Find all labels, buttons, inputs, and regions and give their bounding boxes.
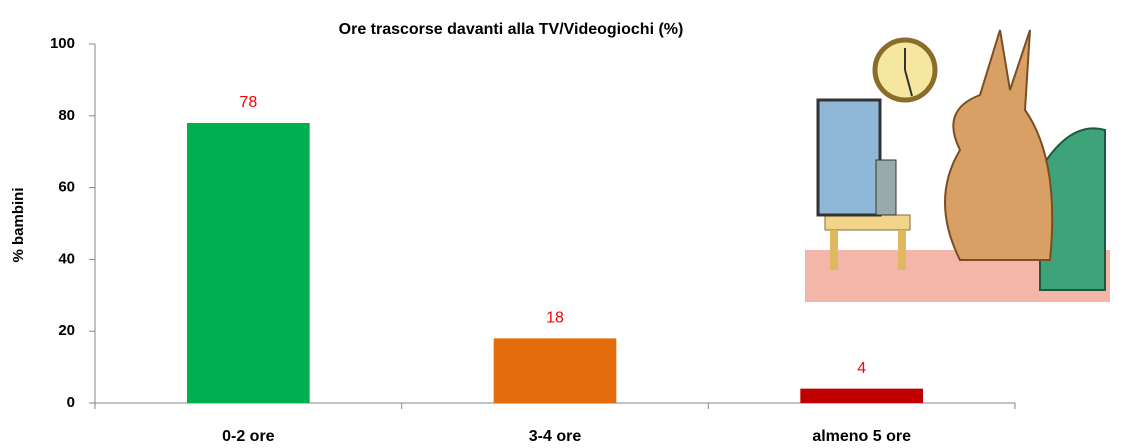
bar [800, 389, 923, 403]
y-tick-label: 100 [50, 35, 75, 52]
y-axis-label: % bambini [10, 187, 27, 262]
table [825, 215, 910, 230]
y-tick-label: 0 [67, 394, 75, 411]
illustration [805, 5, 1110, 302]
chart-title: Ore trascorse davanti alla TV/Videogioch… [339, 21, 684, 38]
chart: Ore trascorse davanti alla TV/Videogioch… [0, 0, 1130, 448]
tv [818, 100, 880, 215]
value-label: 4 [857, 360, 866, 377]
table-leg [898, 230, 906, 270]
x-tick-label: 3-4 ore [529, 428, 582, 445]
x-tick-label: 0-2 ore [222, 428, 275, 445]
page: Ore trascorse davanti alla TV/Videogioch… [0, 0, 1130, 448]
value-label: 78 [239, 94, 257, 111]
console [876, 160, 896, 215]
y-tick-label: 40 [58, 250, 75, 267]
y-tick-label: 20 [58, 322, 75, 339]
value-label: 18 [546, 310, 564, 327]
bar [187, 123, 310, 403]
y-tick-label: 80 [58, 107, 75, 124]
y-tick-label: 60 [58, 179, 75, 196]
bar [494, 338, 617, 403]
x-tick-label: almeno 5 ore [812, 428, 911, 445]
table-leg [830, 230, 838, 270]
